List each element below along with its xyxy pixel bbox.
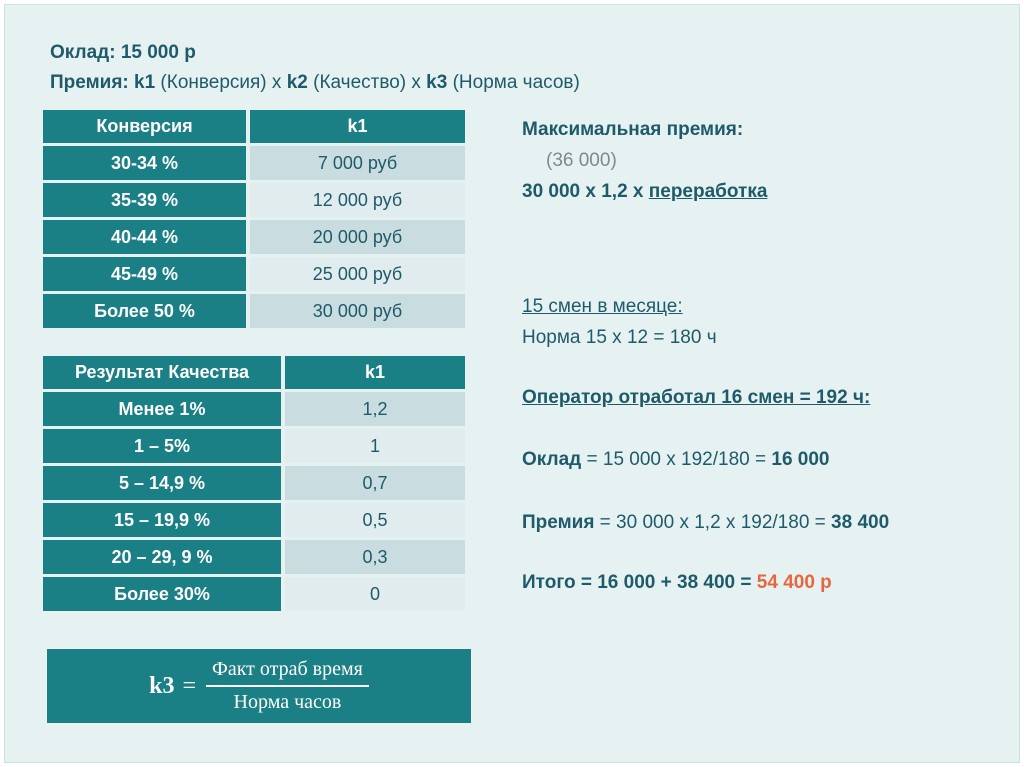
bonus-calc: Премия = 30 000 х 1,2 х 192/180 = 38 400	[522, 512, 890, 533]
k3-formula: k3 = Факт отраб время Норма часов	[47, 649, 471, 723]
row-value: 1	[285, 429, 465, 463]
bonus-formula-line: Премия: k1 (Конверсия) х k2 (Качество) х…	[50, 72, 580, 93]
row-label: Более 50 %	[43, 294, 246, 328]
quality-table: Результат Качества k1 Менее 1% 1,2 1 – 5…	[43, 353, 465, 614]
table-row: 40-44 % 20 000 руб	[43, 220, 465, 254]
shifts-norm: Норма 15 х 12 = 180 ч	[522, 327, 717, 348]
row-value: 20 000 руб	[250, 220, 465, 254]
formula-equals: =	[182, 672, 197, 699]
max-bonus-title: Максимальная премия:	[522, 119, 744, 140]
row-value: 0,5	[285, 503, 465, 537]
max-bonus-calc: 30 000 х 1,2 х переработка	[522, 181, 768, 202]
table-row: 5 – 14,9 % 0,7	[43, 466, 465, 500]
row-label: 20 – 29, 9 %	[43, 540, 281, 574]
row-label: 40-44 %	[43, 220, 246, 254]
row-label: Менее 1%	[43, 392, 281, 426]
table-row: 15 – 19,9 % 0,5	[43, 503, 465, 537]
row-label: 15 – 19,9 %	[43, 503, 281, 537]
column-header: k1	[250, 110, 465, 143]
row-value: 25 000 руб	[250, 257, 465, 291]
row-value: 1,2	[285, 392, 465, 426]
row-value: 0	[285, 577, 465, 611]
total-calc: Итого = 16 000 + 38 400 = 54 400 р	[522, 572, 832, 593]
table-header-row: Конверсия k1	[43, 110, 465, 143]
row-value: 30 000 руб	[250, 294, 465, 328]
formula-fraction: Факт отраб время Норма часов	[206, 658, 369, 714]
table-header-row: Результат Качества k1	[43, 356, 465, 389]
table-row: 20 – 29, 9 % 0,3	[43, 540, 465, 574]
row-label: 35-39 %	[43, 183, 246, 217]
row-value: 7 000 руб	[250, 146, 465, 180]
row-label: 5 – 14,9 %	[43, 466, 281, 500]
operator-worked: Оператор отработал 16 смен = 192 ч:	[522, 387, 871, 408]
table-row: 30-34 % 7 000 руб	[43, 146, 465, 180]
formula-denominator: Норма часов	[233, 691, 342, 713]
column-header: k1	[285, 356, 465, 389]
conversion-table: Конверсия k1 30-34 % 7 000 руб 35-39 % 1…	[43, 107, 465, 331]
row-label: 45-49 %	[43, 257, 246, 291]
table-row: Менее 1% 1,2	[43, 392, 465, 426]
formula-numerator: Факт отраб время	[206, 658, 369, 687]
table-row: Более 30% 0	[43, 577, 465, 611]
table-row: 35-39 % 12 000 руб	[43, 183, 465, 217]
shifts-title: 15 смен в месяце:	[522, 296, 683, 317]
header: Оклад: 15 000 р Премия: k1 (Конверсия) х…	[50, 38, 580, 98]
overtime-link: переработка	[648, 181, 768, 202]
table-row: 1 – 5% 1	[43, 429, 465, 463]
table-row: Более 50 % 30 000 руб	[43, 294, 465, 328]
salary-calc: Оклад = 15 000 х 192/180 = 16 000	[522, 449, 830, 470]
max-bonus-value: (36 000)	[546, 150, 617, 171]
row-label: 1 – 5%	[43, 429, 281, 463]
row-value: 0,3	[285, 540, 465, 574]
column-header: Конверсия	[43, 110, 246, 143]
total-result: 54 400 р	[756, 572, 832, 593]
formula-lhs: k3	[149, 672, 175, 699]
column-header: Результат Качества	[43, 356, 281, 389]
row-value: 0,7	[285, 466, 465, 500]
salary-line: Оклад: 15 000 р	[50, 42, 196, 63]
row-label: Более 30%	[43, 577, 281, 611]
row-label: 30-34 %	[43, 146, 246, 180]
row-value: 12 000 руб	[250, 183, 465, 217]
table-row: 45-49 % 25 000 руб	[43, 257, 465, 291]
